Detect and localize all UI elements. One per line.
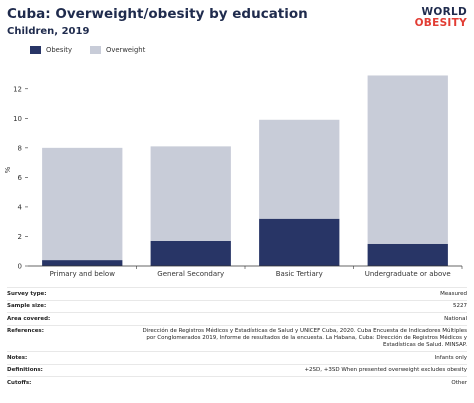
logo-line-1: WORLD: [421, 6, 467, 18]
x-tick-label: Primary and below: [50, 270, 116, 278]
meta-row-survey-type: Survey type: Measured: [7, 287, 467, 300]
bar-obesity-3[interactable]: [259, 218, 340, 266]
meta-key-survey-type: Survey type:: [7, 290, 47, 297]
bar-overweight-2[interactable]: [150, 146, 231, 241]
legend-label-overweight: Overweight: [105, 46, 146, 54]
metadata-table: Survey type: Measured Sample size: 5227 …: [7, 287, 467, 389]
chart-legend: Obesity Overweight: [30, 46, 145, 54]
y-tick-label: 8: [18, 144, 22, 152]
x-tick-label: Basic Tertiary: [276, 270, 323, 278]
meta-row-references: References: Dirección de Registros Médic…: [7, 324, 468, 352]
meta-key-definitions: Definitions:: [7, 367, 43, 373]
legend-item-overweight[interactable]: Overweight: [89, 46, 146, 54]
legend-label-obesity: Obesity: [46, 46, 72, 54]
bars-group: [42, 75, 448, 266]
chart-subtitle: Children, 2019: [7, 26, 90, 37]
meta-val-definitions: +2SD, +3SD When presented overweight exc…: [304, 367, 467, 373]
y-axis-label: %: [4, 166, 12, 173]
meta-row-sample-size: Sample size: 5227: [7, 299, 467, 313]
meta-val-area-covered: National: [444, 315, 467, 322]
meta-row-notes: Notes: Infants only: [7, 351, 467, 364]
legend-item-obesity[interactable]: Obesity: [30, 46, 72, 54]
meta-val-references: Dirección de Registros Médicos y Estadís…: [142, 328, 468, 348]
bar-obesity-1[interactable]: [42, 260, 123, 266]
x-axis: Primary and below General Secondary Basic …: [28, 265, 463, 278]
y-tick-label: 4: [18, 203, 23, 211]
y-tick-label: 6: [18, 174, 23, 182]
meta-row-area-covered: Area covered: National: [7, 312, 467, 325]
y-tick-label: 0: [18, 263, 22, 271]
bar-obesity-2[interactable]: [150, 240, 231, 266]
world-obesity-logo: WORLD OBESITY: [411, 7, 467, 33]
y-tick-label: 2: [18, 233, 22, 241]
bar-overweight-1[interactable]: [42, 147, 123, 261]
y-tick-label: 10: [13, 115, 22, 123]
meta-val-survey-type: Measured: [440, 290, 467, 297]
logo-line-2: OBESITY: [414, 17, 467, 29]
meta-key-sample-size: Sample size:: [7, 303, 47, 309]
legend-swatch-overweight: [89, 46, 101, 54]
meta-key-notes: Notes:: [7, 354, 28, 361]
y-tick-label: 12: [13, 85, 22, 93]
bar-chart: 0 2 4 6 8 10 12% Primary and below General Seco…: [4, 75, 463, 278]
bar-overweight-3[interactable]: [259, 119, 340, 219]
meta-val-sample-size: 5227: [453, 303, 467, 309]
meta-val-cutoffs: Other: [451, 379, 467, 386]
meta-key-area-covered: Area covered:: [7, 315, 51, 322]
meta-row-definitions: Definitions: +2SD, +3SD When presented o…: [7, 363, 467, 377]
y-axis: 0 2 4 6 8 10 12%: [4, 85, 28, 271]
chart-title: Cuba: Overweight/obesity by education: [7, 6, 308, 22]
meta-key-references: References:: [7, 328, 44, 334]
meta-row-cutoffs: Cutoffs: Other: [7, 376, 467, 389]
x-tick-label: Undergraduate or above: [365, 270, 451, 278]
x-tick-label: General Secondary: [157, 270, 224, 278]
bar-obesity-4[interactable]: [367, 243, 448, 266]
bar-overweight-4[interactable]: [367, 75, 448, 244]
legend-swatch-obesity: [30, 46, 41, 54]
meta-key-cutoffs: Cutoffs:: [7, 379, 32, 386]
meta-val-notes: Infants only: [434, 354, 467, 361]
